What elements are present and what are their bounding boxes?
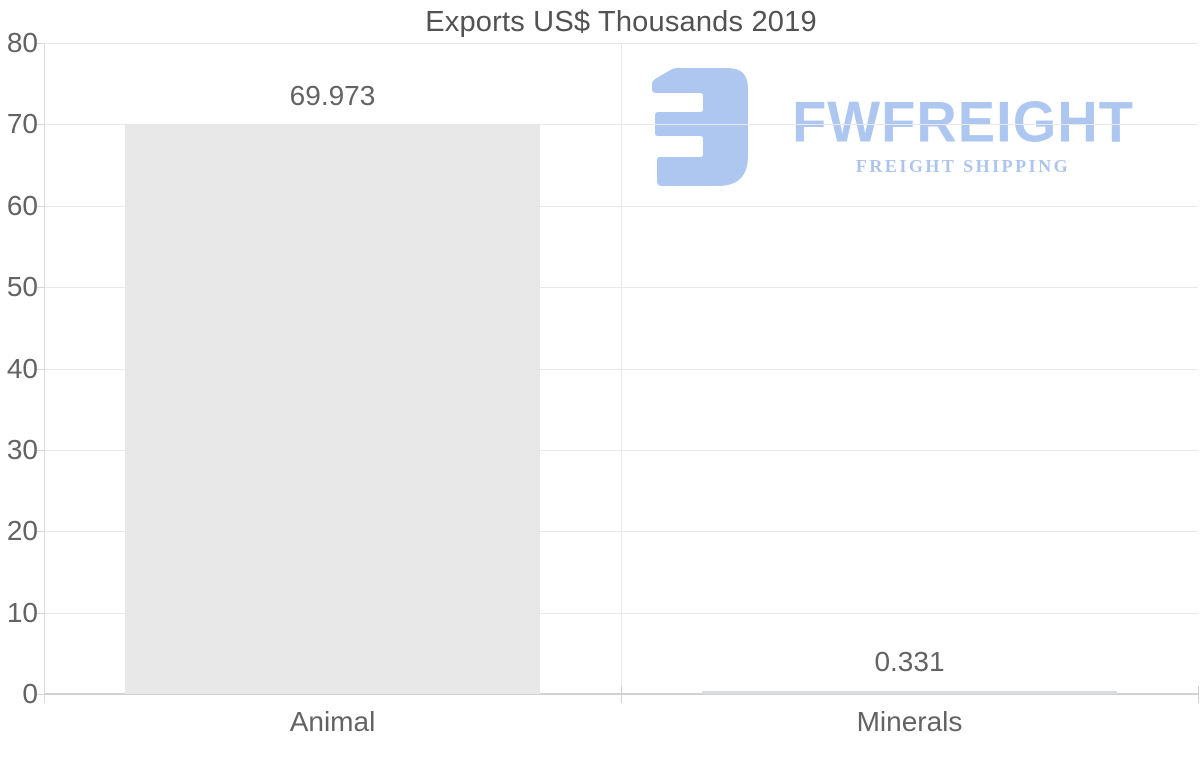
category-divider-gridline: [621, 43, 622, 694]
y-axis-label-40: 40: [6, 352, 38, 384]
y-axis-tick-10: [37, 612, 44, 614]
chart-title: Exports US$ Thousands 2019: [425, 6, 817, 38]
y-axis-tick-80: [37, 43, 44, 44]
y-axis-tick-40: [37, 368, 44, 370]
y-axis-label-10: 10: [6, 596, 38, 628]
y-axis-tick-20: [37, 531, 44, 533]
y-axis-tick-60: [37, 205, 44, 207]
logo-text-block: FWFREIGHT FREIGHT SHIPPING: [772, 89, 1154, 177]
value-label-minerals: 0.331: [874, 646, 945, 677]
y-axis-label-50: 50: [6, 271, 38, 303]
y-axis-tick-30: [37, 449, 44, 451]
x-axis-tick-0: [621, 686, 622, 703]
y-axis-label-60: 60: [6, 189, 38, 221]
y-axis-line: [44, 43, 45, 703]
y-axis-label-30: 30: [6, 433, 38, 465]
category-label-minerals: Minerals: [856, 706, 963, 737]
y-axis-label-80: 80: [6, 27, 38, 58]
fwfreight-logo: FWFREIGHT FREIGHT SHIPPING: [648, 68, 1154, 186]
y-axis-label-70: 70: [6, 108, 38, 140]
y-axis-tick-70: [37, 124, 44, 126]
y-axis-tick-50: [37, 287, 44, 289]
fwfreight-logo-mark-icon: [652, 68, 748, 186]
bar-minerals[interactable]: [702, 691, 1117, 694]
y-axis-tick-0: [37, 694, 44, 695]
category-label-animal: Animal: [289, 706, 376, 737]
logo-tagline: FREIGHT SHIPPING: [855, 156, 1071, 176]
y-axis-label-0: 0: [22, 678, 38, 709]
value-label-animal: 69.973: [289, 79, 376, 111]
bar-animal[interactable]: [125, 124, 540, 694]
x-axis-tick-1: [1198, 686, 1199, 703]
y-axis-label-20: 20: [6, 515, 38, 547]
logo-wordmark: FWFREIGHT: [792, 89, 1134, 154]
